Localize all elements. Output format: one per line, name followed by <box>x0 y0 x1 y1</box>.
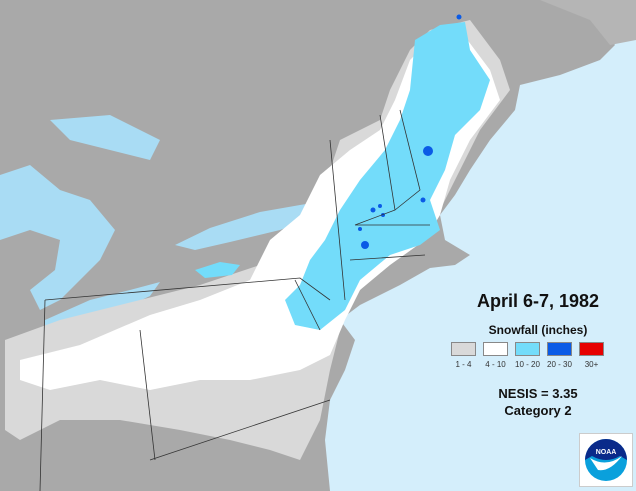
snow-10-20 <box>285 22 490 330</box>
nesis-info: NESIS = 3.35 Category 2 <box>440 385 636 419</box>
canada-shore <box>540 0 636 45</box>
noaa-logo: NOAA <box>579 433 633 487</box>
nesis-value: NESIS = 3.35 <box>498 386 578 401</box>
snow-10-20-ny <box>195 262 240 278</box>
legend: 1 - 4 4 - 10 10 - 20 20 - 30 30+ <box>451 342 604 369</box>
legend-item: 1 - 4 <box>451 342 476 369</box>
nesis-category: Category 2 <box>504 403 572 418</box>
lake-huron <box>0 165 115 310</box>
legend-label: 1 - 4 <box>455 360 472 369</box>
legend-label: 30+ <box>584 360 599 369</box>
legend-swatch <box>515 342 540 356</box>
lake-ontario <box>175 200 330 250</box>
legend-label: 10 - 20 <box>515 360 540 369</box>
legend-label: 20 - 30 <box>547 360 572 369</box>
noaa-logo-icon: NOAA <box>585 439 627 481</box>
georgian-bay <box>50 115 160 160</box>
legend-item: 10 - 20 <box>515 342 540 369</box>
legend-swatch <box>579 342 604 356</box>
legend-swatch <box>451 342 476 356</box>
svg-text:NOAA: NOAA <box>596 449 617 456</box>
legend-swatch <box>547 342 572 356</box>
state-borders <box>39 109 430 491</box>
legend-item: 30+ <box>579 342 604 369</box>
snow-20-30 <box>358 14 462 249</box>
map-title: April 6-7, 1982 <box>476 291 600 311</box>
legend-item: 4 - 10 <box>483 342 508 369</box>
legend-title: Snowfall (inches) <box>488 323 588 337</box>
legend-label: 4 - 10 <box>485 360 506 369</box>
legend-swatch <box>483 342 508 356</box>
legend-item: 20 - 30 <box>547 342 572 369</box>
